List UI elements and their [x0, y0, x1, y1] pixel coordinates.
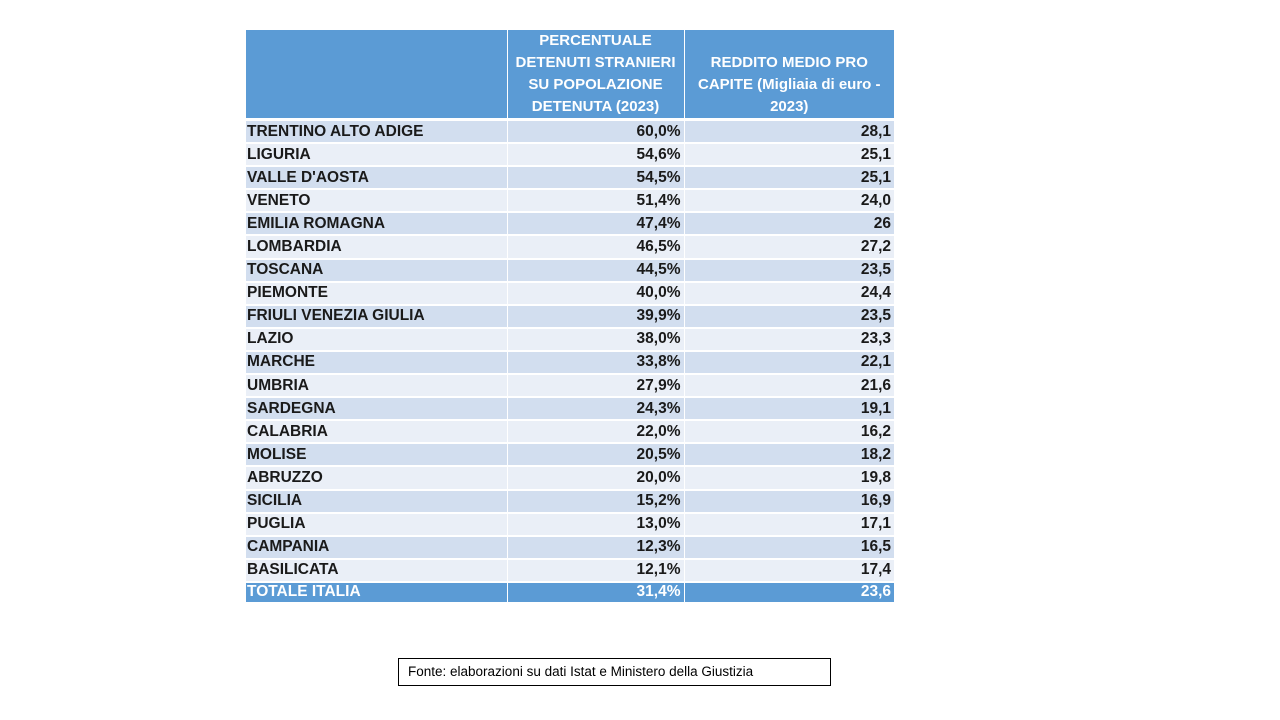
table-row: CAMPANIA 12,3% 16,5	[246, 535, 894, 560]
income-cell: 17,4	[683, 558, 894, 583]
pct-cell: 15,2%	[506, 489, 684, 514]
pct-cell: 60,0%	[506, 119, 684, 145]
region-cell: TOSCANA	[246, 258, 507, 283]
region-cell: SARDEGNA	[246, 397, 507, 422]
income-cell: 25,1	[683, 143, 894, 168]
region-cell: UMBRIA	[246, 374, 507, 399]
header-foreign-detainees-pct: PERCENTUALE DETENUTI STRANIERI SU POPOLA…	[506, 30, 684, 121]
table-row: ABRUZZO 20,0% 19,8	[246, 466, 894, 491]
region-cell: CAMPANIA	[246, 535, 507, 560]
region-cell: LIGURIA	[246, 143, 507, 168]
table-row: FRIULI VENEZIA GIULIA 39,9% 23,5	[246, 304, 894, 329]
region-cell: LOMBARDIA	[246, 235, 507, 260]
table-row: TRENTINO ALTO ADIGE 60,0% 28,1	[246, 119, 894, 145]
source-note: Fonte: elaborazioni su dati Istat e Mini…	[398, 658, 831, 686]
pct-cell: 38,0%	[506, 327, 684, 352]
total-region: TOTALE ITALIA	[246, 581, 507, 602]
income-cell: 28,1	[683, 119, 894, 145]
table-row: PUGLIA 13,0% 17,1	[246, 512, 894, 537]
income-cell: 17,1	[683, 512, 894, 537]
pct-cell: 24,3%	[506, 397, 684, 422]
pct-cell: 44,5%	[506, 258, 684, 283]
income-cell: 23,3	[683, 327, 894, 352]
region-cell: BASILICATA	[246, 558, 507, 583]
table-row: SICILIA 15,2% 16,9	[246, 489, 894, 514]
region-cell: MOLISE	[246, 443, 507, 468]
region-cell: VALLE D'AOSTA	[246, 166, 507, 191]
table-row: UMBRIA 27,9% 21,6	[246, 374, 894, 399]
table-row: LIGURIA 54,6% 25,1	[246, 143, 894, 168]
region-cell: PUGLIA	[246, 512, 507, 537]
table-row: LAZIO 38,0% 23,3	[246, 327, 894, 352]
header-average-income: REDDITO MEDIO PRO CAPITE (Migliaia di eu…	[683, 30, 894, 121]
table-header-row: PERCENTUALE DETENUTI STRANIERI SU POPOLA…	[246, 30, 894, 121]
table-row: VENETO 51,4% 24,0	[246, 189, 894, 214]
table-row: MOLISE 20,5% 18,2	[246, 443, 894, 468]
pct-cell: 51,4%	[506, 189, 684, 214]
pct-cell: 27,9%	[506, 374, 684, 399]
pct-cell: 40,0%	[506, 281, 684, 306]
region-cell: EMILIA ROMAGNA	[246, 212, 507, 237]
region-cell: FRIULI VENEZIA GIULIA	[246, 304, 507, 329]
income-cell: 24,4	[683, 281, 894, 306]
income-cell: 27,2	[683, 235, 894, 260]
table-row: EMILIA ROMAGNA 47,4% 26	[246, 212, 894, 237]
income-cell: 19,1	[683, 397, 894, 422]
region-cell: PIEMONTE	[246, 281, 507, 306]
region-cell: LAZIO	[246, 327, 507, 352]
table-row: MARCHE 33,8% 22,1	[246, 350, 894, 376]
pct-cell: 20,0%	[506, 466, 684, 491]
region-cell: MARCHE	[246, 350, 507, 376]
total-income: 23,6	[683, 581, 894, 602]
pct-cell: 20,5%	[506, 443, 684, 468]
pct-cell: 47,4%	[506, 212, 684, 237]
table-row: SARDEGNA 24,3% 19,1	[246, 397, 894, 422]
income-cell: 16,2	[683, 420, 894, 445]
table-row: TOSCANA 44,5% 23,5	[246, 258, 894, 283]
region-cell: ABRUZZO	[246, 466, 507, 491]
pct-cell: 12,3%	[506, 535, 684, 560]
income-cell: 23,5	[683, 258, 894, 283]
table-row: PIEMONTE 40,0% 24,4	[246, 281, 894, 306]
pct-cell: 54,6%	[506, 143, 684, 168]
table-row: CALABRIA 22,0% 16,2	[246, 420, 894, 445]
income-cell: 21,6	[683, 374, 894, 399]
income-cell: 22,1	[683, 350, 894, 376]
pct-cell: 12,1%	[506, 558, 684, 583]
table-row: VALLE D'AOSTA 54,5% 25,1	[246, 166, 894, 191]
pct-cell: 54,5%	[506, 166, 684, 191]
region-cell: CALABRIA	[246, 420, 507, 445]
table-row: LOMBARDIA 46,5% 27,2	[246, 235, 894, 260]
pct-cell: 39,9%	[506, 304, 684, 329]
pct-cell: 13,0%	[506, 512, 684, 537]
table-body: TRENTINO ALTO ADIGE 60,0% 28,1 LIGURIA 54,6%…	[246, 119, 894, 583]
pct-cell: 22,0%	[506, 420, 684, 445]
income-cell: 16,9	[683, 489, 894, 514]
income-cell: 18,2	[683, 443, 894, 468]
income-cell: 23,5	[683, 304, 894, 329]
total-row: TOTALE ITALIA 31,4% 23,6	[246, 581, 894, 602]
income-cell: 26	[683, 212, 894, 237]
table-row: BASILICATA 12,1% 17,4	[246, 558, 894, 583]
income-cell: 24,0	[683, 189, 894, 214]
pct-cell: 46,5%	[506, 235, 684, 260]
region-cell: SICILIA	[246, 489, 507, 514]
regional-data-table: PERCENTUALE DETENUTI STRANIERI SU POPOLA…	[246, 30, 894, 602]
total-pct: 31,4%	[506, 581, 684, 602]
region-cell: VENETO	[246, 189, 507, 214]
income-cell: 16,5	[683, 535, 894, 560]
pct-cell: 33,8%	[506, 350, 684, 376]
header-region	[246, 30, 507, 121]
income-cell: 19,8	[683, 466, 894, 491]
region-cell: TRENTINO ALTO ADIGE	[246, 119, 507, 145]
income-cell: 25,1	[683, 166, 894, 191]
